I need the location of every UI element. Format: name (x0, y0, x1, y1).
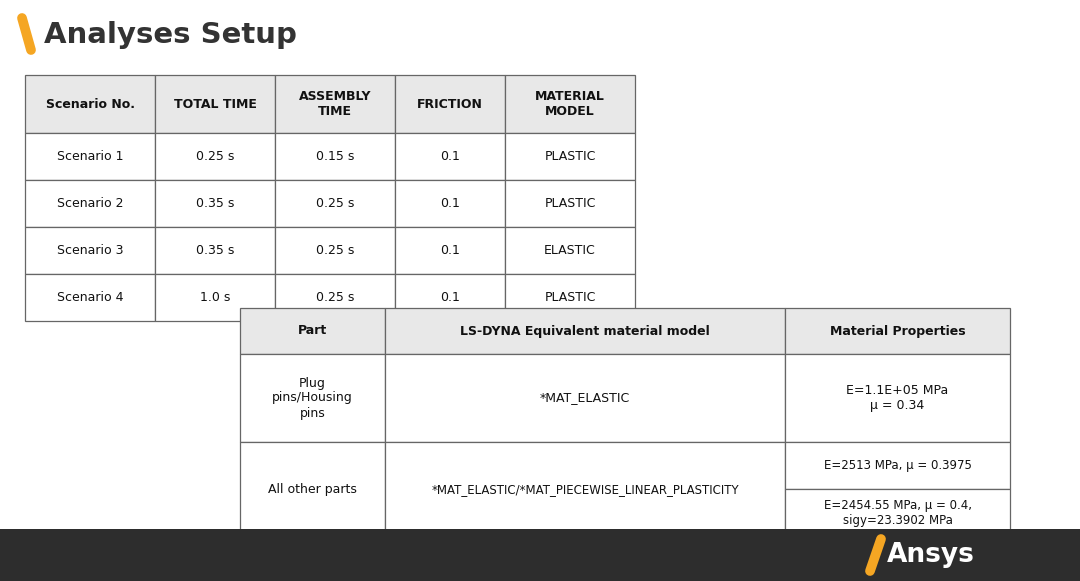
Bar (25, 133, 156, 180)
Bar (275, 180, 395, 227)
Text: 0.15 s: 0.15 s (315, 150, 354, 163)
Text: E=2454.55 MPa, μ = 0.4,
sigy=23.3902 MPa: E=2454.55 MPa, μ = 0.4, sigy=23.3902 MPa (824, 499, 972, 527)
Bar (275, 227, 395, 274)
Bar (395, 274, 505, 321)
Text: E=1.1E+05 MPa
μ = 0.34: E=1.1E+05 MPa μ = 0.34 (847, 384, 948, 412)
Bar (395, 75, 505, 133)
Text: 0.35 s: 0.35 s (195, 244, 234, 257)
Bar (275, 274, 395, 321)
Text: *MAT_ELASTIC: *MAT_ELASTIC (540, 392, 630, 404)
Text: 0.1: 0.1 (440, 197, 460, 210)
Text: 0.25 s: 0.25 s (315, 197, 354, 210)
Text: Analyses Setup: Analyses Setup (44, 21, 297, 49)
Bar (156, 274, 275, 321)
Bar (240, 308, 384, 354)
Bar (275, 75, 395, 133)
Text: Material Properties: Material Properties (829, 325, 966, 338)
Bar (384, 308, 785, 354)
Text: 0.25 s: 0.25 s (315, 291, 354, 304)
Text: *MAT_ELASTIC/*MAT_PIECEWISE_LINEAR_PLASTICITY: *MAT_ELASTIC/*MAT_PIECEWISE_LINEAR_PLAST… (431, 483, 739, 496)
Bar (785, 489, 1010, 537)
Text: PLASTIC: PLASTIC (544, 291, 596, 304)
Bar (25, 274, 156, 321)
Text: PLASTIC: PLASTIC (544, 197, 596, 210)
Bar (395, 180, 505, 227)
Bar (0, 529, 1080, 581)
Bar (395, 133, 505, 180)
Bar (384, 354, 785, 442)
Bar (505, 133, 635, 180)
Text: FRICTION: FRICTION (417, 98, 483, 110)
Bar (25, 227, 156, 274)
Bar (156, 75, 275, 133)
Bar (785, 442, 1010, 489)
Bar (25, 75, 156, 133)
Text: Scenario 3: Scenario 3 (57, 244, 123, 257)
Bar (505, 180, 635, 227)
Bar (240, 442, 384, 537)
Bar (785, 308, 1010, 354)
Text: LS-DYNA Equivalent material model: LS-DYNA Equivalent material model (460, 325, 710, 338)
Bar (25, 180, 156, 227)
Text: E=2513 MPa, μ = 0.3975: E=2513 MPa, μ = 0.3975 (824, 459, 971, 472)
Text: ASSEMBLY
TIME: ASSEMBLY TIME (299, 90, 372, 118)
Text: PLASTIC: PLASTIC (544, 150, 596, 163)
Text: Scenario 1: Scenario 1 (57, 150, 123, 163)
Text: Scenario 2: Scenario 2 (57, 197, 123, 210)
Bar (240, 354, 384, 442)
Bar (505, 274, 635, 321)
Text: Scenario 4: Scenario 4 (57, 291, 123, 304)
Bar (275, 133, 395, 180)
Text: 0.1: 0.1 (440, 244, 460, 257)
Text: TOTAL TIME: TOTAL TIME (174, 98, 256, 110)
Text: MATERIAL
MODEL: MATERIAL MODEL (535, 90, 605, 118)
Bar (384, 442, 785, 537)
Text: Ansys: Ansys (887, 542, 975, 568)
Bar (156, 227, 275, 274)
Bar (785, 354, 1010, 442)
Text: Part: Part (298, 325, 327, 338)
Bar (395, 227, 505, 274)
Text: All other parts: All other parts (268, 483, 356, 496)
Text: Scenario No.: Scenario No. (45, 98, 135, 110)
Text: 0.1: 0.1 (440, 291, 460, 304)
Text: 0.25 s: 0.25 s (315, 244, 354, 257)
Bar (156, 180, 275, 227)
Bar (505, 227, 635, 274)
Bar (505, 75, 635, 133)
Bar (156, 133, 275, 180)
Text: 0.35 s: 0.35 s (195, 197, 234, 210)
Text: Plug
pins/Housing
pins: Plug pins/Housing pins (272, 376, 353, 419)
Text: ELASTIC: ELASTIC (544, 244, 596, 257)
Text: 0.1: 0.1 (440, 150, 460, 163)
Text: 0.25 s: 0.25 s (195, 150, 234, 163)
Text: 1.0 s: 1.0 s (200, 291, 230, 304)
